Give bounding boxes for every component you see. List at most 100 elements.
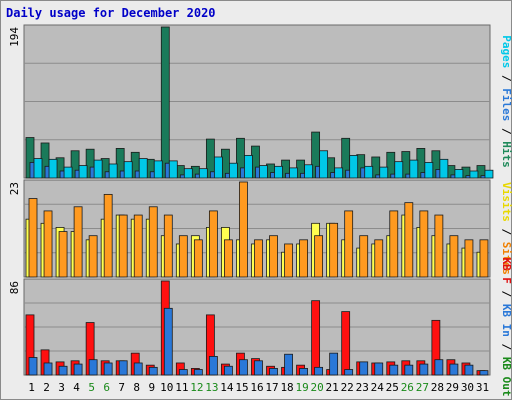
- bar-middle-sites-day-19: [299, 239, 308, 278]
- x-tick-label-day-7: 7: [118, 381, 125, 394]
- bar-middle-sites-day-6: [103, 193, 113, 278]
- bar-top-pages-day-19: [304, 164, 313, 179]
- legend-top-part-1: /: [500, 68, 512, 88]
- x-tick-label-day-16: 16: [250, 381, 263, 394]
- x-tick-label-day-15: 15: [235, 381, 248, 394]
- bar-middle-sites-day-23: [359, 235, 369, 278]
- bar-bottom-kb-in-day-7: [118, 360, 128, 376]
- bar-top-pages-day-14: [229, 162, 238, 179]
- legend-bottom-part-3: /: [500, 337, 512, 357]
- bar-middle-sites-day-7: [118, 214, 128, 278]
- bar-top-pages-day-30: [469, 170, 479, 179]
- bar-middle-sites-day-8: [133, 214, 143, 278]
- legend-top-part-4: Hits: [500, 141, 512, 168]
- bar-middle-sites-day-16: [254, 239, 263, 278]
- bar-top-pages-day-13: [213, 156, 223, 179]
- bar-top-pages-day-17: [274, 165, 283, 179]
- legend-bottom-part-2: KB In: [500, 304, 512, 337]
- panel-bottom-ymax-label: 86: [8, 281, 21, 294]
- bar-top-pages-day-12: [198, 168, 208, 179]
- x-tick-label-day-17: 17: [265, 381, 278, 394]
- bar-bottom-kb-in-day-12: [193, 369, 203, 376]
- legend-top-part-0: Pages: [500, 35, 512, 68]
- bar-bottom-kb-in-day-6: [103, 362, 113, 376]
- bar-top-pages-day-10: [168, 160, 178, 179]
- bar-bottom-kb-in-day-28: [434, 359, 444, 376]
- bar-middle-sites-day-28: [434, 214, 444, 278]
- legend-middle-part-1: /: [500, 222, 512, 242]
- bar-bottom-kb-in-day-30: [464, 364, 474, 376]
- bar-top-pages-day-1: [33, 158, 43, 179]
- bar-bottom-kb-in-day-26: [404, 364, 414, 376]
- bar-top-pages-day-27: [424, 162, 434, 179]
- bar-bottom-kb-in-day-18: [284, 353, 293, 376]
- bar-bottom-kb-in-day-11: [178, 369, 188, 376]
- bar-top-pages-day-4: [78, 165, 88, 179]
- x-tick-label-day-20: 20: [311, 381, 324, 394]
- x-tick-label-day-3: 3: [58, 381, 65, 394]
- bar-bottom-kb-in-day-27: [419, 363, 429, 376]
- bar-middle-sites-day-29: [449, 235, 459, 278]
- bar-middle-sites-day-31: [479, 239, 489, 278]
- bar-middle-sites-day-10: [163, 214, 173, 278]
- bar-top-pages-day-7: [123, 161, 133, 179]
- legend-top-part-2: Files: [500, 88, 512, 121]
- x-tick-label-day-28: 28: [431, 381, 444, 394]
- legend-bottom-part-0: KB F: [500, 257, 512, 284]
- x-tick-label-day-18: 18: [280, 381, 293, 394]
- bar-bottom-kb-in-day-5: [88, 359, 98, 376]
- bar-top-pages-day-18: [289, 167, 298, 179]
- bar-top-pages-day-9: [153, 160, 163, 179]
- bar-middle-sites-day-11: [178, 235, 188, 278]
- panel-middle-ymax-label: 23: [8, 182, 21, 195]
- bar-bottom-kb-in-day-24: [374, 362, 384, 376]
- bar-bottom-kb-f-day-22: [341, 311, 351, 376]
- bar-middle-sites-day-17: [269, 235, 278, 278]
- bar-middle-sites-day-18: [284, 243, 293, 278]
- bar-bottom-kb-in-day-20: [314, 366, 324, 376]
- x-tick-label-day-30: 30: [461, 381, 474, 394]
- bar-top-pages-day-3: [63, 166, 73, 179]
- bar-middle-sites-day-22: [344, 210, 354, 278]
- bar-bottom-kb-f-day-20: [311, 300, 321, 376]
- bar-top-pages-day-5: [93, 159, 103, 179]
- bar-middle-sites-day-13: [208, 210, 218, 278]
- bar-bottom-kb-in-day-14: [224, 365, 233, 376]
- bar-bottom-kb-in-day-21: [329, 352, 339, 376]
- bar-middle-sites-day-27: [419, 210, 429, 278]
- bar-top-pages-day-25: [394, 161, 404, 179]
- bar-bottom-kb-in-day-19: [299, 368, 308, 376]
- bar-bottom-kb-in-day-4: [73, 363, 83, 376]
- bar-top-pages-day-22: [349, 155, 359, 179]
- x-tick-label-day-29: 29: [446, 381, 459, 394]
- bar-bottom-kb-in-day-3: [58, 365, 68, 376]
- legend-middle-part-2: Sites: [500, 242, 512, 275]
- legend-bottom-part-4: KB Out: [500, 357, 512, 397]
- bar-middle-sites-day-26: [404, 202, 414, 278]
- bar-middle-sites-day-21: [329, 222, 339, 278]
- bar-bottom-kb-in-day-23: [359, 361, 369, 376]
- panel-top-ymax-label: 194: [8, 27, 21, 47]
- legend-middle-part-0: Visits: [500, 182, 512, 222]
- bar-middle-sites-day-5: [88, 235, 98, 278]
- bar-bottom-kb-in-day-1: [28, 357, 38, 376]
- x-tick-label-day-2: 2: [43, 381, 50, 394]
- bar-bottom-kb-in-day-8: [133, 362, 143, 376]
- x-tick-label-day-10: 10: [160, 381, 173, 394]
- x-tick-label-day-22: 22: [341, 381, 354, 394]
- x-tick-label-day-27: 27: [416, 381, 429, 394]
- legend-top-part-3: /: [500, 121, 512, 141]
- bar-bottom-kb-in-day-16: [254, 360, 263, 376]
- x-tick-label-day-4: 4: [73, 381, 80, 394]
- panel-bottom-legend: KB F / KB In / KB Out: [500, 257, 512, 396]
- x-tick-label-day-12: 12: [190, 381, 203, 394]
- bar-top-pages-day-26: [409, 159, 419, 179]
- x-tick-label-day-11: 11: [175, 381, 188, 394]
- bar-bottom-kb-in-day-10: [163, 307, 173, 376]
- bar-top-pages-day-31: [484, 169, 494, 179]
- bar-middle-sites-day-12: [193, 239, 203, 278]
- bar-top-pages-day-8: [138, 158, 148, 179]
- bar-bottom-kb-in-day-15: [239, 359, 248, 376]
- x-tick-label-day-23: 23: [356, 381, 369, 394]
